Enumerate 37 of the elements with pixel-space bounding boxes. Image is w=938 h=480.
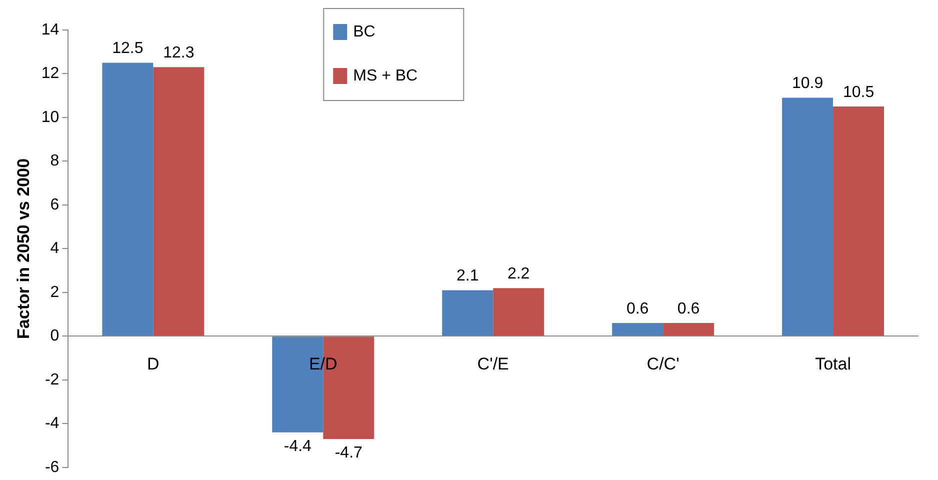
y-axis-title: Factor in 2050 vs 2000 — [14, 158, 33, 339]
data-label: 12.3 — [163, 44, 194, 62]
x-tick-label: D — [147, 354, 160, 374]
data-label: 2.1 — [456, 268, 479, 285]
y-tick-label: 2 — [50, 284, 60, 301]
legend-label: MS + BC — [353, 67, 418, 84]
data-label: 12.5 — [112, 40, 144, 58]
data-label: -4.7 — [334, 444, 363, 462]
bar — [442, 290, 494, 336]
data-label: 2.2 — [507, 265, 530, 282]
data-label: 10.5 — [842, 84, 874, 101]
bar — [663, 323, 714, 336]
bar — [153, 67, 204, 336]
y-tick-label: -4 — [44, 415, 60, 432]
y-tick-label: 0 — [50, 328, 60, 345]
y-tick-label: 12 — [41, 65, 60, 82]
data-label: 10.9 — [792, 75, 824, 92]
bar — [833, 106, 884, 336]
bar — [493, 288, 544, 336]
y-tick-label: -2 — [44, 371, 60, 388]
bar — [102, 62, 154, 336]
data-label: 0.6 — [677, 300, 700, 318]
data-label: 0.6 — [626, 300, 649, 318]
y-tick-label: -6 — [44, 458, 60, 476]
y-tick-label: 14 — [41, 21, 60, 38]
x-tick-label: C'/E — [477, 354, 509, 374]
bar — [612, 323, 664, 336]
data-label: -4.4 — [284, 438, 312, 455]
bar — [782, 98, 834, 336]
x-tick-label: Total — [815, 354, 851, 374]
legend-label: BC — [353, 23, 376, 40]
y-tick-label: 8 — [50, 152, 60, 170]
y-tick-label: 6 — [50, 196, 60, 214]
x-tick-label: E/D — [308, 354, 338, 374]
x-tick-label: C/C' — [646, 354, 680, 374]
y-tick-label: 4 — [50, 240, 60, 258]
y-tick-label: 10 — [41, 108, 60, 126]
